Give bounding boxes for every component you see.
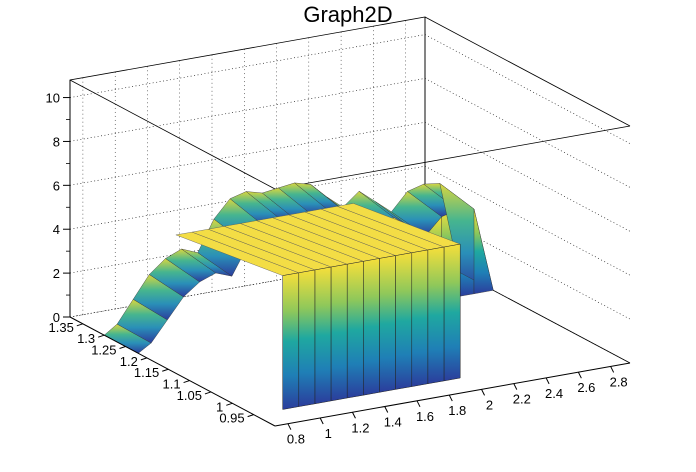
top-right-edge: [424, 16, 631, 127]
y-tick-label: 1.15: [134, 365, 159, 380]
x-tick-label: 1.4: [384, 415, 402, 430]
surface-front-wall-cell: [379, 255, 396, 393]
x-tick-label: 1.6: [416, 409, 434, 424]
y-tick-label: 1.25: [91, 343, 116, 358]
x-tick-mark: [352, 412, 356, 419]
y-tick-label: 0.95: [219, 411, 244, 426]
x-tick-mark: [416, 400, 421, 408]
x-axis-ticks: 0.8 1 1.2 1.4 1.6 1.8 2 2.2 2.4 2.6 2.8: [287, 366, 628, 447]
y-tick-mark: [204, 391, 212, 395]
y-axis-line: [69, 316, 276, 427]
z-gridline-4: [69, 78, 631, 188]
x-tick-mark: [610, 366, 615, 373]
x-tick-mark: [448, 394, 453, 402]
y-tick-mark: [98, 334, 105, 338]
x-tick-mark: [577, 371, 582, 379]
x-tick-label: 0.8: [287, 432, 305, 447]
z-tick-label: 4: [53, 222, 60, 237]
y-axis-ticks: 0.951 1.051.1 1.151.2 1.251.31.35: [49, 320, 254, 426]
y-tick-label: 1.35: [49, 320, 74, 335]
top-front-edge: [274, 125, 631, 190]
surface-rear-wall-cell: [473, 208, 494, 295]
surface-front-wall-cell: [282, 272, 300, 410]
x-tick-mark: [287, 423, 292, 430]
y-tick-mark: [162, 368, 169, 372]
surface-front-wall-cell: [363, 258, 380, 396]
x-tick-label: 2: [486, 397, 493, 412]
y-tick-label: 1.3: [77, 331, 95, 346]
z-tick-label: 2: [53, 266, 60, 281]
z-tick-label: 6: [53, 178, 60, 193]
y-tick-mark: [183, 380, 190, 384]
x-tick-mark: [545, 377, 550, 385]
y-tick-mark: [119, 346, 126, 349]
x-tick-label: 2.2: [513, 392, 531, 407]
surface: [103, 182, 494, 410]
z-gridline-3: [69, 121, 631, 232]
surface-front-wall-cell: [298, 269, 316, 407]
surface-front-wall-cell: [314, 266, 332, 405]
z-tick-label: 10: [46, 91, 60, 106]
z-tick-label: 8: [53, 134, 60, 149]
x-axis-line: [274, 362, 631, 427]
y-tick-mark: [140, 357, 148, 361]
x-tick-label: 2.8: [610, 374, 628, 389]
surface-front-wall-cell: [346, 261, 364, 399]
surface-front-wall-cell: [330, 263, 348, 402]
y-tick-mark: [226, 402, 233, 406]
y-tick-label: 1.05: [177, 388, 202, 403]
x-tick-label: 2.4: [545, 386, 563, 401]
x-tick-mark: [513, 383, 518, 390]
z-gridline-5: [69, 34, 631, 144]
z-gridline-2: [69, 165, 631, 276]
y-tick-mark: [247, 414, 254, 418]
x-tick-label: 1: [325, 426, 332, 441]
x-tick-label: 1.8: [448, 403, 466, 418]
surface-front-wall-cell: [427, 246, 445, 384]
z-axis-ticks: 0 2 4 6 8 10: [46, 91, 70, 325]
surface-front-wall-cell: [395, 252, 413, 390]
x-tick-mark: [384, 406, 389, 413]
top-left-edge: [69, 79, 276, 190]
y-tick-label: 1: [216, 399, 223, 414]
x-tick-mark: [319, 417, 324, 425]
surface-front-wall-cell: [443, 243, 461, 382]
y-tick-label: 1.1: [163, 377, 181, 392]
z-tick-label: 0: [53, 310, 60, 325]
x-tick-mark: [481, 389, 485, 396]
y-tick-label: 1.2: [120, 354, 138, 369]
surface-front-wall-cell: [411, 249, 429, 387]
x-tick-label: 1.2: [351, 420, 369, 435]
x-tick-label: 2.6: [577, 380, 595, 395]
y-tick-mark: [76, 323, 83, 327]
chart-title: Graph2D: [303, 2, 392, 27]
